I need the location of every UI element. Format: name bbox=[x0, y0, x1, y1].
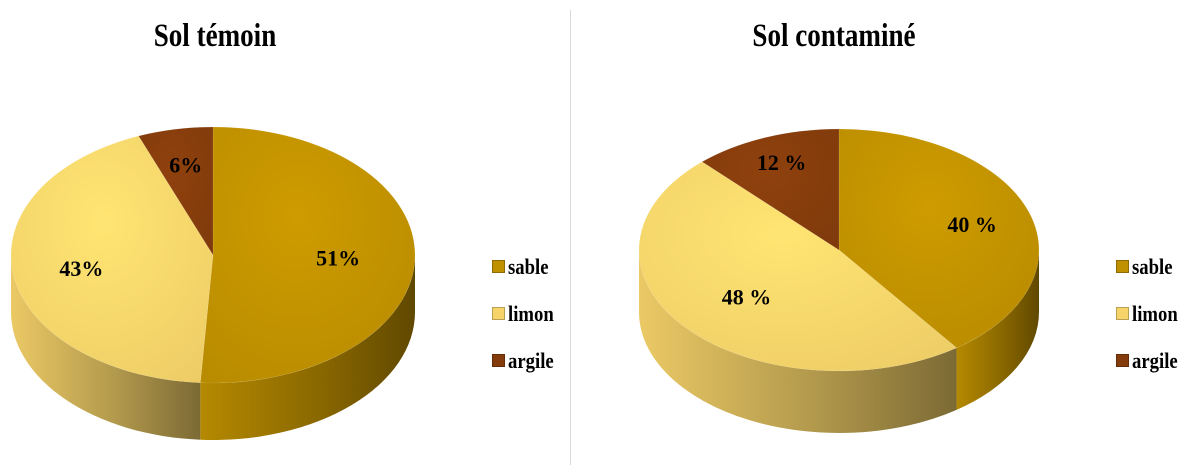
data-label-limon: 43% bbox=[59, 256, 103, 281]
pie-slice-limon bbox=[10, 135, 214, 384]
legend-swatch-sable bbox=[492, 260, 505, 273]
chart-panel-sol-contamine: Sol contaminé 40 % 48 % 12 % sable limon a… bbox=[599, 0, 1198, 473]
data-label-sable: 40 % bbox=[947, 212, 997, 237]
legend-swatch-limon bbox=[492, 307, 505, 320]
pie-slice-argile bbox=[138, 126, 214, 257]
legend-item-limon: limon bbox=[1116, 290, 1186, 337]
data-label-sable: 51% bbox=[316, 245, 360, 270]
pie-side-group bbox=[639, 250, 1039, 433]
pie-slice-argile bbox=[701, 128, 840, 251]
pie-side-sable bbox=[956, 250, 1039, 410]
legend-item-limon: limon bbox=[492, 290, 562, 337]
chart-panel-sol-temoin: Sol témoin 51% 43% 6% sable limon argile bbox=[10, 18, 562, 441]
legend-swatch-argile bbox=[492, 354, 505, 367]
pie-slice-sable bbox=[199, 126, 416, 384]
data-label-argile: 6% bbox=[169, 152, 202, 177]
panel-divider bbox=[570, 10, 571, 465]
pie-label-group: 40 % 48 % 12 % bbox=[722, 150, 997, 309]
legend-swatch-sable bbox=[1116, 260, 1129, 273]
legend-label: limon bbox=[508, 300, 554, 326]
pie-side-limon bbox=[11, 255, 201, 440]
chart-title: Sol contaminé bbox=[752, 18, 916, 54]
legend-swatch-limon bbox=[1116, 307, 1129, 320]
pie-chart-sol-temoin: 51% 43% 6% bbox=[10, 126, 416, 441]
legend-label: argile bbox=[508, 347, 554, 373]
pie-side-sable bbox=[200, 255, 415, 441]
pie-slice-sable bbox=[838, 128, 1040, 349]
pie-slice-limon bbox=[638, 161, 958, 372]
legend-label: sable bbox=[508, 253, 549, 279]
pie-top-group bbox=[638, 128, 1040, 372]
legend-label: argile bbox=[1132, 347, 1178, 373]
legend-item-sable: sable bbox=[1116, 243, 1186, 290]
data-label-argile: 12 % bbox=[757, 150, 807, 175]
legend-swatch-argile bbox=[1116, 354, 1129, 367]
pie-top-group bbox=[10, 126, 416, 384]
pie-label-group: 51% 43% 6% bbox=[59, 152, 360, 281]
legend-item-sable: sable bbox=[492, 243, 562, 290]
pie-chart-sol-contamine: 40 % 48 % 12 % bbox=[638, 128, 1040, 433]
legend-label: sable bbox=[1132, 253, 1173, 279]
legend-item-argile: argile bbox=[1116, 337, 1186, 384]
legend: sable limon argile bbox=[492, 243, 562, 384]
pie-side-group bbox=[11, 255, 415, 441]
pie-side-limon bbox=[639, 250, 957, 433]
legend-item-argile: argile bbox=[492, 337, 562, 384]
chart-title: Sol témoin bbox=[153, 18, 277, 54]
legend-label: limon bbox=[1132, 300, 1178, 326]
data-label-limon: 48 % bbox=[722, 284, 772, 309]
legend: sable limon argile bbox=[1116, 243, 1186, 384]
